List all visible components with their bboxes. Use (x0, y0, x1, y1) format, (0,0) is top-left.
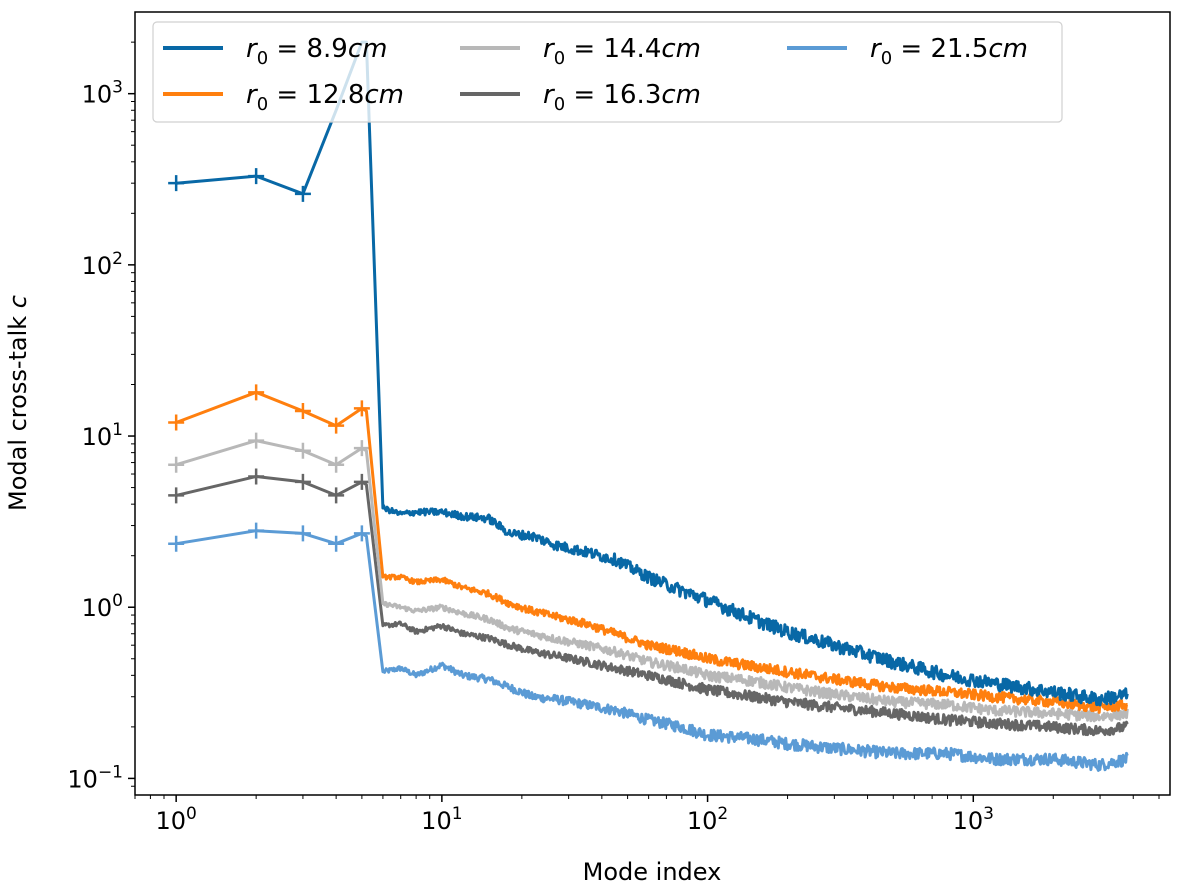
x-axis: 100 101 102 103 (134, 795, 1160, 835)
legend-label: r0 = 16.3cm (543, 80, 701, 115)
series-marker (168, 456, 185, 473)
x-tick-label: 103 (953, 804, 994, 835)
y-axis-label-text: Modal cross-talk (4, 316, 32, 511)
x-tick-exponent: 0 (186, 804, 197, 824)
y-tick-label: 102 (82, 249, 123, 280)
legend-label-subscript: 0 (257, 94, 268, 115)
x-tick-base: 10 (421, 807, 452, 835)
legend-label-value: = 21.5 (892, 34, 988, 64)
y-axis-label-symbol: c (4, 295, 32, 308)
x-axis-label: Mode index (583, 858, 722, 886)
series-marker (168, 414, 185, 431)
legend-label-unit: cm (661, 34, 701, 64)
legend-label-subscript: 0 (881, 48, 892, 69)
y-tick-exponent: 2 (112, 249, 123, 269)
series-marker (248, 168, 265, 185)
y-tick-base: 10 (82, 594, 113, 622)
y-tick-label: 101 (82, 420, 123, 451)
y-tick-exponent: 0 (112, 591, 123, 611)
legend-label-value: = 16.3 (565, 80, 661, 110)
legend-label-subscript: 0 (257, 48, 268, 69)
series-marker (248, 384, 265, 401)
plot-frame (134, 11, 1171, 796)
y-tick-base: 10 (82, 423, 113, 451)
legend-label: r0 = 14.4cm (543, 34, 701, 69)
legend-label: r0 = 21.5cm (870, 34, 1028, 69)
legend-label: r0 = 12.8cm (246, 80, 404, 115)
legend-label-value: = 12.8 (268, 80, 364, 110)
series-marker (328, 456, 345, 473)
series-marker (294, 442, 311, 459)
legend-label-unit: cm (661, 80, 701, 110)
x-tick-label: 101 (421, 804, 462, 835)
series-marker (328, 417, 345, 434)
legend-label-symbol: r (870, 34, 883, 64)
y-tick-base: 10 (67, 765, 98, 793)
series-marker (294, 473, 311, 490)
series-marker (168, 535, 185, 552)
y-tick-label: 100 (82, 591, 123, 622)
series-marker (353, 440, 370, 457)
y-axis-label: Modal cross-talk c (4, 295, 32, 511)
legend-label-unit: cm (364, 80, 404, 110)
y-tick-exponent: 3 (112, 78, 123, 98)
legend-label-symbol: r (543, 80, 556, 110)
series-marker (328, 487, 345, 504)
legend-label-symbol: r (246, 34, 259, 64)
series-marker (248, 432, 265, 449)
series-marker (168, 175, 185, 192)
x-tick-label: 102 (687, 804, 728, 835)
y-tick-label: 10−1 (67, 762, 123, 793)
series-line (176, 40, 1129, 707)
y-tick-base: 10 (82, 81, 113, 109)
legend-label-unit: cm (348, 34, 388, 64)
legend-label: r0 = 8.9cm (246, 34, 387, 69)
legend-label-value: = 8.9 (268, 34, 348, 64)
legend-label-symbol: r (246, 80, 259, 110)
series-marker (248, 468, 265, 485)
x-tick-exponent: 1 (452, 804, 463, 824)
series-marker (168, 487, 185, 504)
series-marker (353, 400, 370, 417)
x-tick-exponent: 2 (717, 804, 728, 824)
chart-marks (168, 40, 1129, 772)
series-marker (294, 403, 311, 420)
x-tick-exponent: 3 (983, 804, 994, 824)
legend-label-value: = 14.4 (565, 34, 661, 64)
series-marker (353, 473, 370, 490)
series-marker (353, 525, 370, 542)
series-marker (248, 522, 265, 539)
series-line (175, 475, 1129, 737)
x-tick-label: 100 (155, 804, 196, 835)
legend-label-unit: cm (988, 34, 1028, 64)
legend-label-subscript: 0 (554, 48, 565, 69)
series-line (175, 529, 1129, 772)
x-tick-base: 10 (687, 807, 718, 835)
legend-label-symbol: r (543, 34, 556, 64)
series-line (175, 390, 1128, 714)
x-tick-base: 10 (155, 807, 186, 835)
y-tick-label: 103 (82, 78, 123, 109)
y-tick-base: 10 (82, 252, 113, 280)
y-axis-label-space (4, 308, 32, 316)
legend-label-subscript: 0 (554, 94, 565, 115)
x-tick-base: 10 (953, 807, 984, 835)
series-line (175, 439, 1129, 723)
series-marker (294, 525, 311, 542)
y-tick-exponent: −1 (98, 762, 123, 782)
y-tick-exponent: 1 (112, 420, 123, 440)
series-marker (328, 535, 345, 552)
series-marker (294, 185, 311, 202)
